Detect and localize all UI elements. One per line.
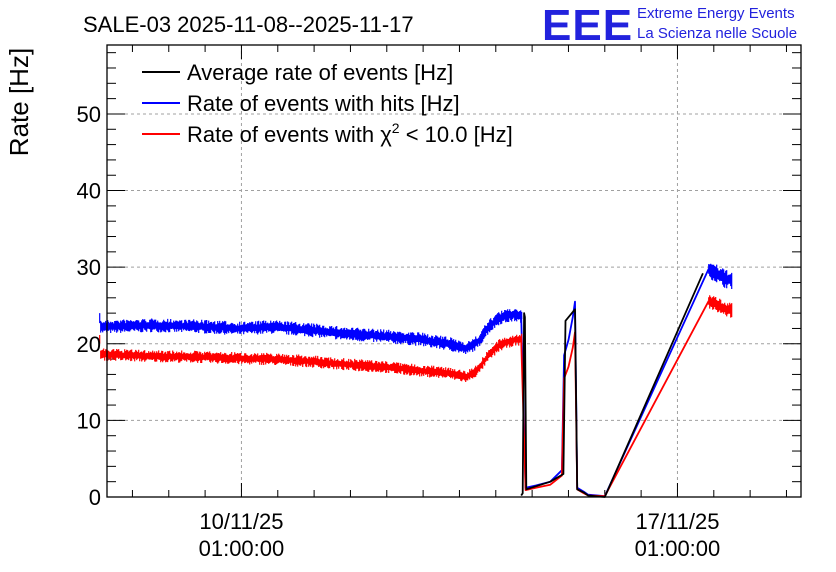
series-band bbox=[99, 333, 523, 382]
series-tail-band bbox=[708, 295, 733, 318]
legend-label-average: Average rate of events [Hz] bbox=[187, 60, 453, 85]
series-band bbox=[99, 309, 523, 354]
legend-label-hits: Rate of events with hits [Hz] bbox=[187, 91, 460, 116]
legend-chi2-superscript: 2 bbox=[392, 120, 400, 136]
brand-line-2: La Scienza nelle Scuole bbox=[637, 25, 797, 42]
legend-chi2-suffix: < 10.0 [Hz] bbox=[400, 122, 513, 147]
y-tick-label: 10 bbox=[77, 408, 101, 433]
series-layer bbox=[99, 263, 733, 498]
y-tick-labels: 0 10 20 30 40 50 bbox=[77, 102, 101, 510]
brand-line-1: Extreme Energy Events bbox=[637, 5, 795, 22]
y-axis-title: Rate [Hz] bbox=[4, 48, 34, 156]
y-tick-label: 0 bbox=[89, 485, 101, 510]
series-0 bbox=[520, 272, 704, 498]
y-tick-label: 30 bbox=[77, 255, 101, 280]
series-1 bbox=[99, 263, 733, 498]
y-tick-label: 20 bbox=[77, 332, 101, 357]
y-tick-label: 50 bbox=[77, 102, 101, 127]
x-tick-label-date: 17/11/25 bbox=[635, 509, 719, 534]
series-line bbox=[520, 268, 710, 498]
legend-chi2-prefix: Rate of events with bbox=[187, 122, 380, 147]
chart-title: SALE-03 2025-11-08--2025-11-17 bbox=[83, 12, 414, 37]
legend: Average rate of events [Hz] Rate of even… bbox=[142, 60, 513, 147]
series-line bbox=[520, 272, 704, 498]
y-tick-label: 40 bbox=[77, 179, 101, 204]
series-tail-band bbox=[708, 263, 733, 289]
x-tick-label-date: 10/11/25 bbox=[199, 509, 283, 534]
plot-frame bbox=[106, 44, 802, 498]
x-tick-label-time: 01:00:00 bbox=[199, 536, 285, 561]
legend-chi2-symbol: χ bbox=[380, 122, 392, 147]
x-tick-label-time: 01:00:00 bbox=[635, 536, 721, 561]
eee-logo: EEE bbox=[542, 1, 633, 50]
legend-label-chi2: Rate of events with χ2 < 10.0 [Hz] bbox=[187, 120, 513, 147]
